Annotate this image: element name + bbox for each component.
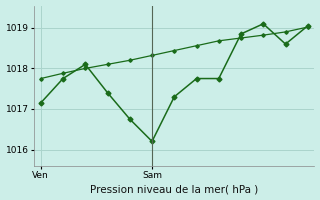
X-axis label: Pression niveau de la mer( hPa ): Pression niveau de la mer( hPa ) [90, 184, 259, 194]
